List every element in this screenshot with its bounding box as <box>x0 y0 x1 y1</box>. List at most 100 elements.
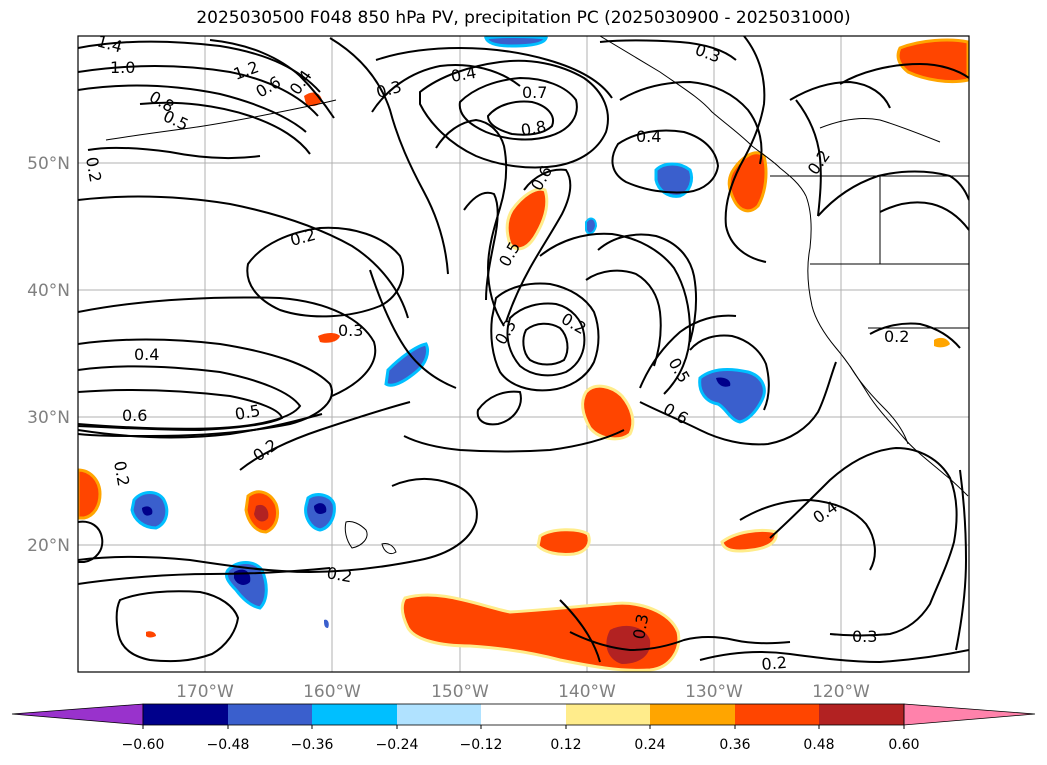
pv-contour <box>539 232 692 395</box>
pv-contour <box>839 62 969 85</box>
pv-contour <box>463 191 499 301</box>
pv-contour <box>879 201 969 231</box>
colorbar-tick-label: 0.36 <box>719 737 750 753</box>
colorbar-tick-label: −0.36 <box>291 737 334 753</box>
pv-contour <box>955 469 968 651</box>
colorbar-swatch <box>650 704 735 725</box>
anomaly-blob <box>505 187 549 251</box>
lat-label: 30°N <box>27 408 70 428</box>
colorbar-swatch <box>566 704 650 725</box>
lon-label: 170°W <box>176 682 234 702</box>
pv-contour <box>209 39 335 119</box>
contour-label: 0.8 <box>519 117 547 140</box>
colorbar-swatch <box>143 704 228 725</box>
pv-contour <box>699 649 969 664</box>
colorbar-min-extension <box>11 703 144 726</box>
anomaly-blob <box>78 468 102 520</box>
anomaly-blob <box>536 528 591 556</box>
pv-contour <box>87 146 261 160</box>
coastlines <box>105 36 969 555</box>
contour-label: 0.2 <box>884 327 909 346</box>
colorbar: −0.60 −0.48 −0.36 −0.24 −0.12 0.12 0.24 … <box>11 703 1036 753</box>
map-title: 2025030500 F048 850 hPa PV, precipitatio… <box>196 8 851 28</box>
contour-label: 1.0 <box>110 58 135 77</box>
pv-contour <box>369 269 457 389</box>
anomaly-blob <box>581 384 635 441</box>
alaska-coast <box>599 36 807 197</box>
anomaly-blob <box>314 503 327 514</box>
pv-contour <box>419 59 609 169</box>
pv-contour <box>490 282 600 392</box>
colorbar-swatch <box>735 704 819 725</box>
hawaiian-islands <box>344 521 397 555</box>
colorbar-tick-label: −0.60 <box>122 737 165 753</box>
lat-label: 20°N <box>27 536 70 556</box>
pv-contour <box>569 631 791 652</box>
pv-contour <box>78 388 284 432</box>
colorbar-swatch <box>481 704 566 725</box>
contour-label: 0.7 <box>522 83 547 102</box>
contour-label: 0.4 <box>636 127 661 146</box>
pv-contour <box>239 401 411 471</box>
pv-contour <box>789 80 891 109</box>
contour-label: 0.2 <box>110 459 133 487</box>
lon-label: 140°W <box>558 682 616 702</box>
pv-contour <box>597 233 698 343</box>
anomaly-blob <box>585 217 598 235</box>
contour-label: 1.4 <box>95 32 125 57</box>
colorbar-swatch <box>228 704 312 725</box>
pv-contour <box>476 390 522 426</box>
colorbar-tick-label: 0.12 <box>550 737 581 753</box>
pv-contour <box>115 590 240 663</box>
lat-axis: 50°N 40°N 30°N 20°N <box>27 154 70 556</box>
lon-axis: 170°W 160°W 150°W 140°W 130°W 120°W <box>176 682 870 702</box>
colorbar-tick-label: −0.24 <box>376 737 419 753</box>
pv-contour <box>506 302 586 377</box>
pv-contour <box>78 520 104 563</box>
pv-contour <box>619 80 763 165</box>
pv-contour <box>505 168 572 323</box>
colorbar-swatch <box>397 704 481 725</box>
anomaly-blob <box>934 337 950 348</box>
contour-label: 0.5 <box>233 401 261 424</box>
anomaly-blob <box>698 368 766 424</box>
pv-contour <box>78 338 333 438</box>
pv-contour <box>246 226 405 318</box>
contour-labels: 1.4 1.0 0.8 1.2 0.6 0.5 0.4 0.2 0.3 0.7 … <box>82 32 909 672</box>
pv-contour <box>611 129 720 194</box>
anomaly-blob <box>146 631 156 638</box>
pv-contour <box>371 64 521 113</box>
lon-label: 120°W <box>812 682 870 702</box>
aleutian-chain <box>105 99 337 141</box>
pv-contour <box>522 322 569 366</box>
pv-contour <box>639 361 837 446</box>
anomaly-blob <box>254 504 269 522</box>
pv-contour <box>78 65 319 117</box>
contour-label: 0.2 <box>82 155 105 183</box>
pv-contour <box>769 446 958 637</box>
colorbar-tick-label: −0.12 <box>460 737 503 753</box>
anomaly-blob <box>484 36 549 48</box>
colorbar-swatch <box>819 704 904 725</box>
colorbar-tick-label: 0.24 <box>634 737 665 753</box>
pv-contour <box>78 84 307 133</box>
pv-contour <box>869 322 961 349</box>
pv-contour <box>599 39 737 61</box>
pv-contour <box>78 567 331 585</box>
contour-label: 0.4 <box>449 63 477 86</box>
baja-california <box>849 365 909 445</box>
pv-contour <box>486 100 554 136</box>
colorbar-max-extension <box>903 703 1036 726</box>
contour-label: 0.4 <box>134 345 159 364</box>
anomaly-blob <box>720 528 778 553</box>
contour-label: 0.3 <box>852 627 877 646</box>
lat-label: 40°N <box>27 281 70 301</box>
pv-contour <box>375 46 613 99</box>
colorbar-tick-label: 0.48 <box>803 737 834 753</box>
pv-contour <box>817 170 969 217</box>
pv-contour <box>329 37 449 275</box>
lat-label: 50°N <box>27 154 70 174</box>
pv-contour <box>78 195 409 319</box>
lon-label: 160°W <box>303 682 361 702</box>
